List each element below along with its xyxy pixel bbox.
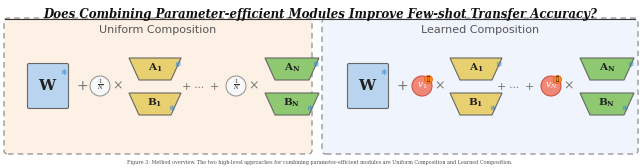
Text: ❄: ❄	[490, 104, 496, 113]
Polygon shape	[129, 93, 181, 115]
Text: $\mathbf{B_N}$: $\mathbf{B_N}$	[284, 97, 301, 109]
Text: $\mathbf{A_1}$: $\mathbf{A_1}$	[148, 62, 163, 74]
Circle shape	[412, 76, 432, 96]
Text: $\times$: $\times$	[563, 79, 573, 93]
Text: ❄: ❄	[496, 60, 502, 69]
Text: ❄: ❄	[381, 68, 387, 77]
Text: 🔥: 🔥	[427, 77, 430, 82]
Text: ❄: ❄	[307, 104, 313, 113]
Text: Figure 3: Method overview. The two high-level approaches for combining parameter: Figure 3: Method overview. The two high-…	[127, 160, 513, 165]
Text: ❄: ❄	[628, 60, 634, 69]
Text: $v_N$: $v_N$	[545, 80, 557, 91]
Text: Uniform Composition: Uniform Composition	[99, 25, 216, 35]
Text: $\frac{1}{N}$: $\frac{1}{N}$	[97, 77, 104, 92]
Text: Learned Composition: Learned Composition	[421, 25, 539, 35]
Text: ❄: ❄	[169, 104, 175, 113]
Text: $\mathbf{A_N}$: $\mathbf{A_N}$	[599, 62, 615, 74]
Text: ❄: ❄	[622, 104, 628, 113]
Polygon shape	[450, 58, 502, 80]
Polygon shape	[580, 93, 634, 115]
Text: $\mathbf{B_1}$: $\mathbf{B_1}$	[468, 97, 484, 109]
Text: $\mathbf{W}$: $\mathbf{W}$	[358, 77, 378, 93]
Text: $\mathbf{W}$: $\mathbf{W}$	[38, 77, 58, 93]
Text: $\mathbf{A_N}$: $\mathbf{A_N}$	[284, 62, 300, 74]
Circle shape	[90, 76, 110, 96]
Text: +: +	[396, 79, 408, 93]
Text: ❄: ❄	[313, 60, 319, 69]
Text: $+\ \cdots\ +$: $+\ \cdots\ +$	[180, 80, 220, 92]
Text: +: +	[76, 79, 88, 93]
Text: $v_1$: $v_1$	[417, 80, 427, 91]
Polygon shape	[129, 58, 181, 80]
Text: $+\ \cdots\ +$: $+\ \cdots\ +$	[495, 80, 534, 92]
Polygon shape	[580, 58, 634, 80]
FancyBboxPatch shape	[4, 18, 312, 154]
Polygon shape	[265, 58, 319, 80]
Text: $\times$: $\times$	[434, 79, 444, 93]
Text: $\times$: $\times$	[248, 79, 259, 93]
Circle shape	[541, 76, 561, 96]
Text: $\mathbf{A_1}$: $\mathbf{A_1}$	[468, 62, 483, 74]
Circle shape	[554, 75, 561, 83]
Polygon shape	[265, 93, 319, 115]
Text: 🔥: 🔥	[556, 77, 559, 82]
FancyBboxPatch shape	[28, 64, 68, 109]
Text: ❄: ❄	[175, 60, 181, 69]
Text: $\frac{1}{N}$: $\frac{1}{N}$	[232, 77, 239, 92]
FancyBboxPatch shape	[348, 64, 388, 109]
Circle shape	[226, 76, 246, 96]
Polygon shape	[450, 93, 502, 115]
Text: $\mathbf{B_1}$: $\mathbf{B_1}$	[147, 97, 163, 109]
FancyBboxPatch shape	[322, 18, 638, 154]
Text: ❄: ❄	[61, 68, 67, 77]
Text: Does Combining Parameter-efficient Modules Improve Few-shot Transfer Accuracy?: Does Combining Parameter-efficient Modul…	[43, 8, 597, 21]
Circle shape	[424, 75, 433, 83]
Text: $\mathbf{B_N}$: $\mathbf{B_N}$	[598, 97, 616, 109]
Text: $\times$: $\times$	[111, 79, 122, 93]
